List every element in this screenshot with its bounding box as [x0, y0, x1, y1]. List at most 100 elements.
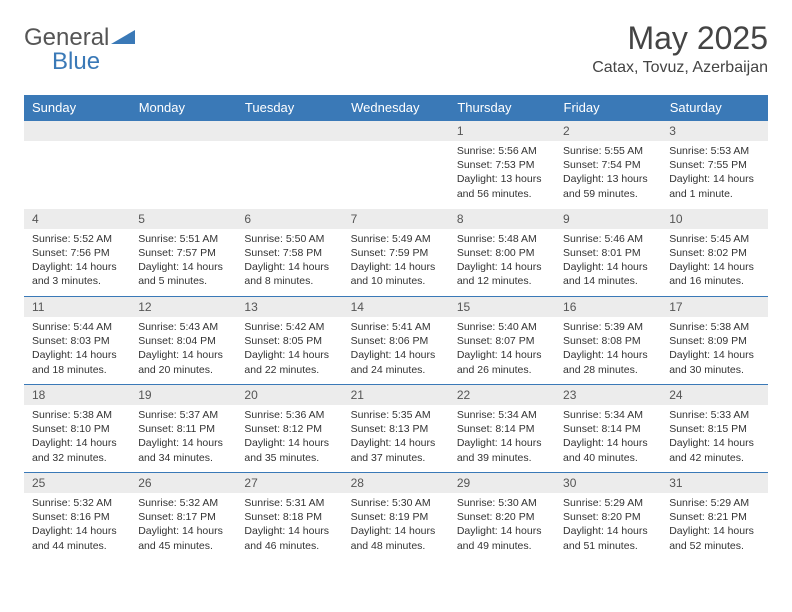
- calendar-cell: 21Sunrise: 5:35 AMSunset: 8:13 PMDayligh…: [343, 385, 449, 473]
- daylight-line: Daylight: 14 hours and 39 minutes.: [457, 436, 547, 464]
- day-number: 6: [236, 209, 342, 229]
- day-number: 25: [24, 473, 130, 493]
- sunrise-line: Sunrise: 5:31 AM: [244, 496, 334, 510]
- day-number: 16: [555, 297, 661, 317]
- daylight-line: Daylight: 14 hours and 35 minutes.: [244, 436, 334, 464]
- day-number: 13: [236, 297, 342, 317]
- calendar-cell: 16Sunrise: 5:39 AMSunset: 8:08 PMDayligh…: [555, 297, 661, 385]
- calendar-cell: 22Sunrise: 5:34 AMSunset: 8:14 PMDayligh…: [449, 385, 555, 473]
- sunset-line: Sunset: 8:06 PM: [351, 334, 441, 348]
- sunset-line: Sunset: 8:13 PM: [351, 422, 441, 436]
- day-info: Sunrise: 5:34 AMSunset: 8:14 PMDaylight:…: [555, 405, 661, 471]
- calendar-cell: 17Sunrise: 5:38 AMSunset: 8:09 PMDayligh…: [661, 297, 767, 385]
- sunrise-line: Sunrise: 5:34 AM: [563, 408, 653, 422]
- daylight-line: Daylight: 14 hours and 14 minutes.: [563, 260, 653, 288]
- day-number: 27: [236, 473, 342, 493]
- title-block: May 2025 Catax, Tovuz, Azerbaijan: [592, 20, 768, 77]
- day-number: 3: [661, 121, 767, 141]
- calendar-cell: 5Sunrise: 5:51 AMSunset: 7:57 PMDaylight…: [130, 209, 236, 297]
- day-number: 9: [555, 209, 661, 229]
- calendar-body: 1Sunrise: 5:56 AMSunset: 7:53 PMDaylight…: [24, 121, 768, 561]
- sunrise-line: Sunrise: 5:36 AM: [244, 408, 334, 422]
- calendar-cell: 8Sunrise: 5:48 AMSunset: 8:00 PMDaylight…: [449, 209, 555, 297]
- sunrise-line: Sunrise: 5:40 AM: [457, 320, 547, 334]
- day-info: Sunrise: 5:34 AMSunset: 8:14 PMDaylight:…: [449, 405, 555, 471]
- day-number: 10: [661, 209, 767, 229]
- daylight-line: Daylight: 14 hours and 8 minutes.: [244, 260, 334, 288]
- sunrise-line: Sunrise: 5:48 AM: [457, 232, 547, 246]
- calendar-cell: 11Sunrise: 5:44 AMSunset: 8:03 PMDayligh…: [24, 297, 130, 385]
- sunset-line: Sunset: 7:55 PM: [669, 158, 759, 172]
- sunset-line: Sunset: 7:57 PM: [138, 246, 228, 260]
- sunset-line: Sunset: 8:03 PM: [32, 334, 122, 348]
- sunset-line: Sunset: 8:11 PM: [138, 422, 228, 436]
- sunrise-line: Sunrise: 5:46 AM: [563, 232, 653, 246]
- day-number: 18: [24, 385, 130, 405]
- daylight-line: Daylight: 14 hours and 22 minutes.: [244, 348, 334, 376]
- calendar-week-row: 4Sunrise: 5:52 AMSunset: 7:56 PMDaylight…: [24, 209, 768, 297]
- calendar-cell: 3Sunrise: 5:53 AMSunset: 7:55 PMDaylight…: [661, 121, 767, 209]
- sunrise-line: Sunrise: 5:32 AM: [138, 496, 228, 510]
- calendar-cell: 15Sunrise: 5:40 AMSunset: 8:07 PMDayligh…: [449, 297, 555, 385]
- sunrise-line: Sunrise: 5:39 AM: [563, 320, 653, 334]
- sunrise-line: Sunrise: 5:51 AM: [138, 232, 228, 246]
- calendar-cell: 19Sunrise: 5:37 AMSunset: 8:11 PMDayligh…: [130, 385, 236, 473]
- day-info: Sunrise: 5:35 AMSunset: 8:13 PMDaylight:…: [343, 405, 449, 471]
- sunrise-line: Sunrise: 5:32 AM: [32, 496, 122, 510]
- day-info: Sunrise: 5:38 AMSunset: 8:10 PMDaylight:…: [24, 405, 130, 471]
- sunrise-line: Sunrise: 5:38 AM: [669, 320, 759, 334]
- calendar-cell: 2Sunrise: 5:55 AMSunset: 7:54 PMDaylight…: [555, 121, 661, 209]
- header: GeneralBlue May 2025 Catax, Tovuz, Azerb…: [24, 20, 768, 77]
- daylight-line: Daylight: 14 hours and 20 minutes.: [138, 348, 228, 376]
- day-number: 26: [130, 473, 236, 493]
- calendar-cell: 29Sunrise: 5:30 AMSunset: 8:20 PMDayligh…: [449, 473, 555, 561]
- sunset-line: Sunset: 8:21 PM: [669, 510, 759, 524]
- daylight-line: Daylight: 14 hours and 51 minutes.: [563, 524, 653, 552]
- weekday-header: Thursday: [449, 95, 555, 121]
- daylight-line: Daylight: 13 hours and 56 minutes.: [457, 172, 547, 200]
- day-number: 15: [449, 297, 555, 317]
- daylight-line: Daylight: 14 hours and 42 minutes.: [669, 436, 759, 464]
- calendar-cell: [24, 121, 130, 209]
- weekday-header: Monday: [130, 95, 236, 121]
- daylight-line: Daylight: 14 hours and 24 minutes.: [351, 348, 441, 376]
- daylight-line: Daylight: 14 hours and 5 minutes.: [138, 260, 228, 288]
- sunrise-line: Sunrise: 5:33 AM: [669, 408, 759, 422]
- sunrise-line: Sunrise: 5:42 AM: [244, 320, 334, 334]
- day-info: Sunrise: 5:32 AMSunset: 8:17 PMDaylight:…: [130, 493, 236, 559]
- sunset-line: Sunset: 8:00 PM: [457, 246, 547, 260]
- day-info: Sunrise: 5:49 AMSunset: 7:59 PMDaylight:…: [343, 229, 449, 295]
- day-info: Sunrise: 5:56 AMSunset: 7:53 PMDaylight:…: [449, 141, 555, 207]
- sunrise-line: Sunrise: 5:50 AM: [244, 232, 334, 246]
- calendar-cell: 31Sunrise: 5:29 AMSunset: 8:21 PMDayligh…: [661, 473, 767, 561]
- sunset-line: Sunset: 8:09 PM: [669, 334, 759, 348]
- logo: GeneralBlue: [24, 26, 135, 74]
- weekday-header: Tuesday: [236, 95, 342, 121]
- sunset-line: Sunset: 8:15 PM: [669, 422, 759, 436]
- daylight-line: Daylight: 14 hours and 26 minutes.: [457, 348, 547, 376]
- sunrise-line: Sunrise: 5:43 AM: [138, 320, 228, 334]
- daylight-line: Daylight: 14 hours and 32 minutes.: [32, 436, 122, 464]
- sunset-line: Sunset: 8:05 PM: [244, 334, 334, 348]
- daylight-line: Daylight: 14 hours and 52 minutes.: [669, 524, 759, 552]
- calendar-cell: [236, 121, 342, 209]
- calendar-cell: 18Sunrise: 5:38 AMSunset: 8:10 PMDayligh…: [24, 385, 130, 473]
- sunset-line: Sunset: 8:02 PM: [669, 246, 759, 260]
- day-number: 30: [555, 473, 661, 493]
- sunrise-line: Sunrise: 5:41 AM: [351, 320, 441, 334]
- day-info: Sunrise: 5:30 AMSunset: 8:20 PMDaylight:…: [449, 493, 555, 559]
- month-title: May 2025: [592, 20, 768, 57]
- sunrise-line: Sunrise: 5:34 AM: [457, 408, 547, 422]
- daylight-line: Daylight: 14 hours and 10 minutes.: [351, 260, 441, 288]
- sunrise-line: Sunrise: 5:52 AM: [32, 232, 122, 246]
- day-number: 1: [449, 121, 555, 141]
- sunrise-line: Sunrise: 5:38 AM: [32, 408, 122, 422]
- sunset-line: Sunset: 8:14 PM: [457, 422, 547, 436]
- weekday-header: Sunday: [24, 95, 130, 121]
- sunrise-line: Sunrise: 5:29 AM: [563, 496, 653, 510]
- calendar-week-row: 18Sunrise: 5:38 AMSunset: 8:10 PMDayligh…: [24, 385, 768, 473]
- sunset-line: Sunset: 7:54 PM: [563, 158, 653, 172]
- daylight-line: Daylight: 14 hours and 12 minutes.: [457, 260, 547, 288]
- day-info: Sunrise: 5:30 AMSunset: 8:19 PMDaylight:…: [343, 493, 449, 559]
- day-number: 24: [661, 385, 767, 405]
